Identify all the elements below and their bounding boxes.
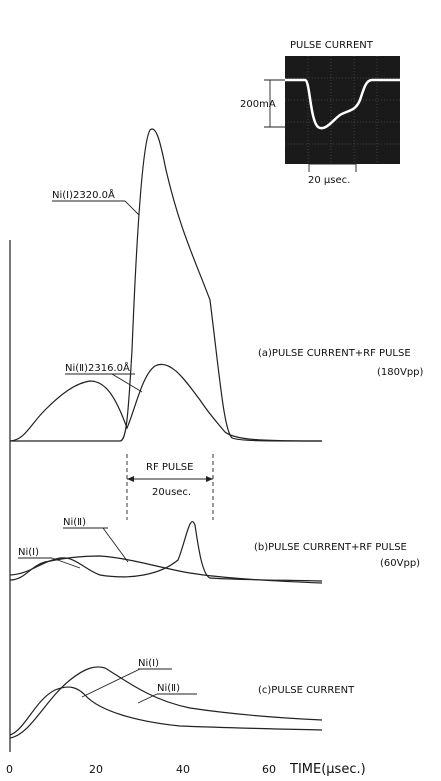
curve-b-ni2: [9, 521, 323, 582]
panel-c-label: (c)PULSE CURRENT: [258, 685, 355, 696]
curve-c-ni1: [9, 686, 323, 736]
inset-scope: [285, 56, 400, 164]
label-a-ni1: Ni(Ⅰ)2320.0Å: [52, 188, 115, 201]
panel-b-label: (b)PULSE CURRENT+RF PULSE: [254, 542, 407, 553]
curve-c-ni2: [9, 666, 323, 739]
panel-a-sublabel: (180Vpp): [377, 367, 424, 378]
x-axis-label: TIME(μsec.): [289, 762, 366, 777]
inset-title: PULSE CURRENT: [290, 40, 374, 51]
label-a-ni2: Ni(Ⅱ)2316.0Å: [65, 361, 130, 374]
leader: [102, 527, 129, 563]
inset-grid: [285, 56, 400, 164]
leader: [51, 557, 81, 569]
rf-label: RF PULSE: [146, 462, 193, 473]
x-tick-label: 60: [262, 763, 276, 776]
x-tick-label: 0: [6, 763, 13, 776]
x-tick-label: 40: [176, 763, 190, 776]
curve-b-ni1: [9, 555, 323, 584]
label-c-ni2: Ni(Ⅱ): [157, 683, 180, 694]
curve-a-ni1: [10, 128, 323, 442]
panel-a-label: (a)PULSE CURRENT+RF PULSE: [258, 348, 411, 359]
scale-label: 200mA: [240, 99, 276, 110]
label-c-ni1: Ni(Ⅰ): [138, 658, 159, 669]
label-b-ni2: Ni(Ⅱ): [63, 517, 86, 528]
panel-b-sublabel: (60Vpp): [380, 558, 420, 569]
leader: [124, 200, 140, 216]
leader: [81, 668, 141, 698]
label-b-ni1: Ni(Ⅰ): [18, 547, 39, 558]
leader: [137, 693, 158, 704]
x-tick-label: 20: [89, 763, 103, 776]
leader: [111, 373, 143, 393]
inset-trace: [285, 78, 400, 130]
curve-a-ni2: [9, 363, 323, 442]
rf-width: 20usec.: [152, 487, 191, 498]
time-label: 20 μsec.: [308, 175, 350, 186]
